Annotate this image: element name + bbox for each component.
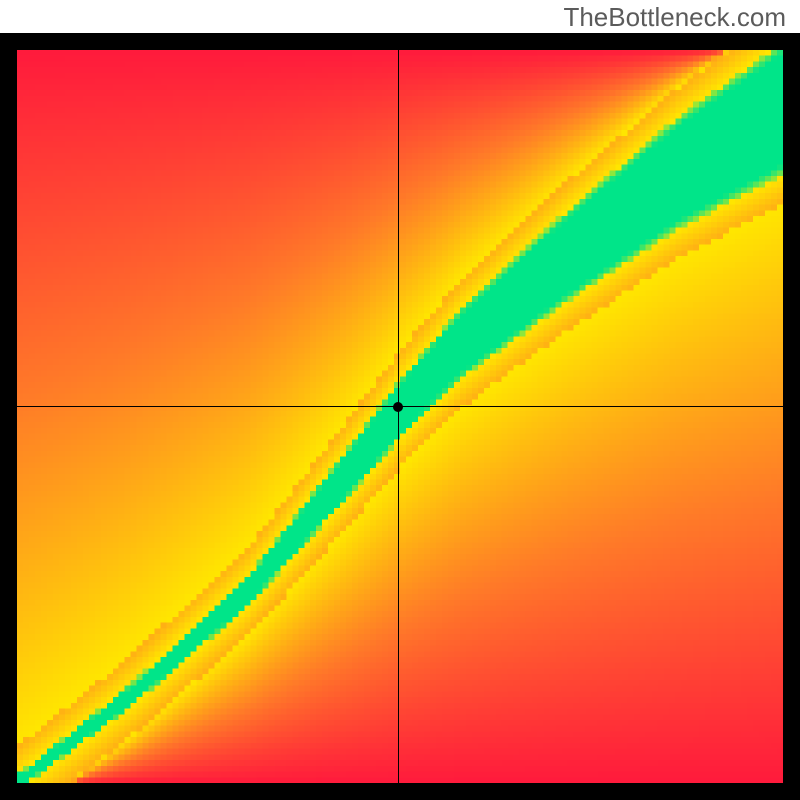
- border-left: [0, 33, 17, 800]
- border-right: [783, 33, 800, 800]
- watermark-text: TheBottleneck.com: [563, 2, 786, 33]
- border-bottom: [0, 783, 800, 800]
- chart-container: TheBottleneck.com: [0, 0, 800, 800]
- border-top: [0, 33, 800, 50]
- bottleneck-heatmap: [17, 50, 783, 783]
- crosshair-vertical: [398, 50, 399, 783]
